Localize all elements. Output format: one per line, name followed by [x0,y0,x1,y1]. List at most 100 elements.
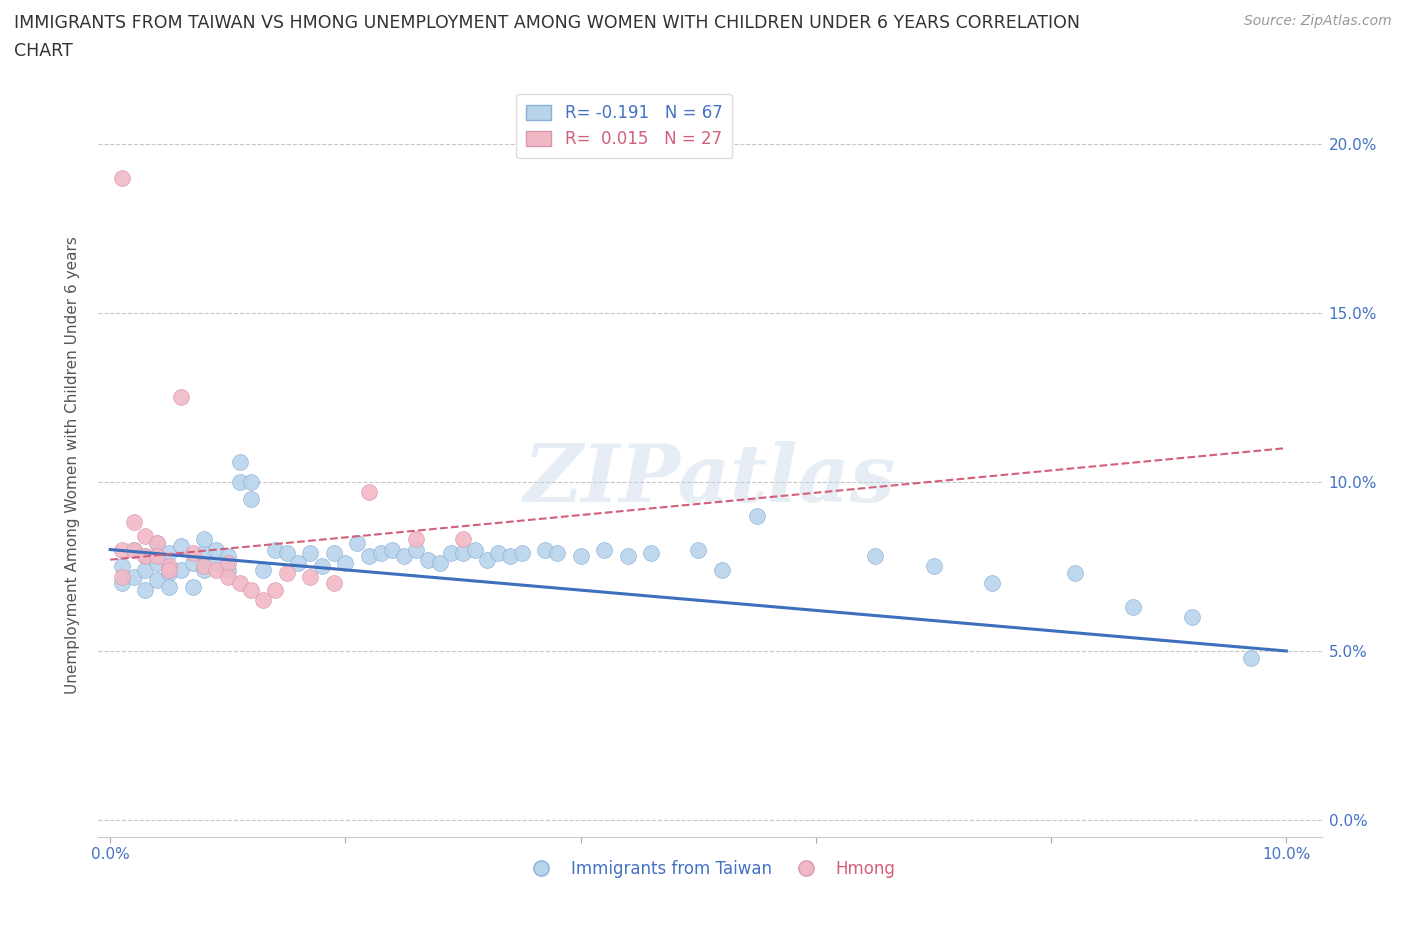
Point [1063,565,1085,580]
Point [688,542,710,557]
Point [134,528,156,543]
Point [405,532,427,547]
Point [205,542,228,557]
Point [640,546,662,561]
Point [405,542,427,557]
Point [157,559,180,574]
Point [228,576,250,591]
Point [217,563,239,578]
Point [111,170,134,185]
Point [252,563,274,578]
Point [357,549,380,564]
Point [122,515,145,530]
Point [546,546,568,561]
Point [381,542,404,557]
Point [181,546,204,561]
Legend: Immigrants from Taiwan, Hmong: Immigrants from Taiwan, Hmong [517,853,903,884]
Point [157,546,180,561]
Point [111,542,134,557]
Point [181,555,204,570]
Point [157,563,180,578]
Point [322,546,344,561]
Point [451,546,474,561]
Point [146,555,169,570]
Point [299,569,322,584]
Text: Source: ZipAtlas.com: Source: ZipAtlas.com [1244,14,1392,28]
Point [240,491,263,506]
Point [322,576,344,591]
Point [122,542,145,557]
Point [217,555,239,570]
Point [440,546,463,561]
Point [217,569,239,584]
Point [464,542,486,557]
Point [710,563,733,578]
Point [370,546,392,561]
Point [157,565,180,580]
Y-axis label: Unemployment Among Women with Children Under 6 years: Unemployment Among Women with Children U… [65,236,80,694]
Point [263,542,285,557]
Point [593,542,616,557]
Point [287,555,309,570]
Point [416,552,439,567]
Point [429,555,451,570]
Point [534,542,557,557]
Point [863,549,886,564]
Point [240,474,263,489]
Point [311,559,333,574]
Point [146,536,169,551]
Point [146,549,169,564]
Point [1122,600,1144,615]
Point [228,474,250,489]
Point [745,509,768,524]
Point [981,576,1004,591]
Point [146,536,169,551]
Text: CHART: CHART [14,42,73,60]
Point [240,583,263,598]
Point [134,549,156,564]
Point [134,583,156,598]
Point [157,579,180,594]
Point [111,559,134,574]
Point [922,559,945,574]
Point [299,546,322,561]
Point [510,546,533,561]
Point [134,563,156,578]
Point [170,538,193,553]
Point [276,565,298,580]
Point [1181,610,1204,625]
Point [205,563,228,578]
Point [111,569,134,584]
Point [499,549,522,564]
Text: IMMIGRANTS FROM TAIWAN VS HMONG UNEMPLOYMENT AMONG WOMEN WITH CHILDREN UNDER 6 Y: IMMIGRANTS FROM TAIWAN VS HMONG UNEMPLOY… [14,14,1080,32]
Point [263,583,285,598]
Point [193,546,215,561]
Point [451,532,474,547]
Point [122,569,145,584]
Point [205,555,228,570]
Point [276,546,298,561]
Point [134,549,156,564]
Point [486,546,509,561]
Point [569,549,592,564]
Point [357,485,380,499]
Point [1240,650,1263,665]
Point [146,573,169,588]
Point [193,563,215,578]
Point [252,592,274,607]
Point [170,563,193,578]
Point [394,549,416,564]
Point [228,454,250,469]
Point [170,390,193,405]
Point [193,532,215,547]
Point [346,536,368,551]
Point [217,549,239,564]
Point [475,552,498,567]
Point [193,559,215,574]
Point [111,576,134,591]
Text: ZIPatlas: ZIPatlas [524,441,896,519]
Point [122,542,145,557]
Point [181,579,204,594]
Point [335,555,357,570]
Point [616,549,638,564]
